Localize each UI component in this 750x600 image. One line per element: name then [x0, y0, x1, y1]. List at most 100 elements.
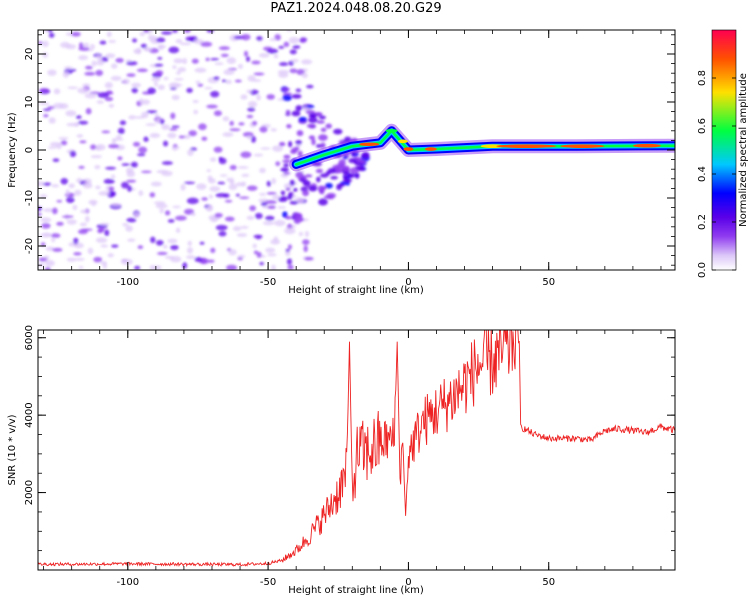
spectrogram-cell	[200, 41, 213, 47]
chart-title: PAZ1.2024.048.08.20.G29	[270, 1, 442, 16]
spectrogram-cell	[43, 208, 55, 213]
spectrogram-cell	[251, 120, 258, 126]
spectrogram-cell	[285, 216, 292, 220]
spectrogram-cell	[171, 83, 183, 87]
spectrogram-cell	[107, 253, 114, 258]
colorbar: 0.0 0.2 0.4 0.6 0.8 Normalized spectral ampl…	[697, 29, 749, 278]
spectrogram-cell	[218, 157, 227, 165]
spectrogram-cell	[79, 222, 88, 227]
spectrogram-cell	[240, 225, 249, 229]
spectrogram-cell	[219, 174, 228, 177]
spectrogram-cell	[266, 180, 272, 187]
spectrogram-cell	[130, 161, 138, 168]
spectrogram-cell	[126, 73, 136, 77]
spectrogram-cell	[259, 126, 268, 133]
spectrogram-cell	[213, 76, 220, 80]
spectrogram-cell	[52, 102, 65, 109]
spectrogram-cell	[229, 128, 241, 132]
spectrogram-cell	[240, 151, 252, 159]
spectrogram-cell	[47, 69, 57, 76]
spectrogram-cell	[149, 192, 156, 198]
spectrogram-cell	[151, 77, 161, 82]
spectrogram-cell	[295, 143, 302, 147]
spectrogram-cell	[63, 66, 73, 70]
spectrogram-cell	[283, 163, 290, 168]
spectrogram-cell	[253, 250, 258, 255]
spectrogram-cell	[98, 227, 105, 232]
spectrogram-cell	[106, 31, 112, 38]
y-tick-label: -20	[24, 238, 35, 254]
spectrogram-cell	[338, 159, 346, 166]
spectrogram-cell	[330, 176, 338, 180]
spectrogram-cell	[40, 242, 46, 247]
spectrogram-hotspot	[397, 139, 408, 144]
spectrogram-cell	[110, 174, 116, 179]
spectrogram-cell	[256, 94, 261, 101]
spectrogram-cell	[73, 237, 79, 245]
spectrogram-cell	[66, 219, 77, 225]
spectrogram-cell	[90, 43, 95, 50]
spectrogram-cell	[141, 111, 149, 119]
spectrogram-cell	[215, 224, 228, 231]
spectrogram-cell	[214, 213, 223, 218]
spectrogram-cell	[182, 262, 188, 269]
spectrogram-cell	[267, 253, 277, 257]
spectrogram-cell	[157, 84, 165, 91]
spectrogram-cell	[254, 212, 263, 220]
spectrogram-cell	[104, 82, 113, 89]
spectrogram-cell	[259, 261, 264, 266]
spectrogram-cell	[60, 178, 69, 185]
spectrogram-cell	[60, 140, 68, 146]
spectrogram-cell	[269, 37, 277, 42]
spectrogram-cell	[304, 174, 313, 178]
spectrogram-cell	[234, 79, 242, 83]
spectrogram-cell	[117, 156, 123, 161]
spectrogram-cell	[199, 241, 205, 245]
spectrogram-cell	[183, 208, 195, 215]
spectrogram-cell	[192, 99, 199, 104]
spectrogram-cell	[342, 170, 350, 175]
spectrogram-cell	[278, 45, 285, 49]
spectrogram-cell	[100, 244, 109, 248]
spectrogram-cell	[302, 239, 310, 246]
spectrogram-cell	[42, 108, 51, 111]
spectrogram-cell	[343, 174, 348, 181]
spectrogram-cell	[147, 87, 157, 95]
spectrogram-cell	[126, 179, 137, 183]
spectrogram-cell	[360, 152, 370, 159]
spectrogram-cell	[275, 161, 281, 167]
y-tick-label: 0	[24, 147, 35, 153]
colorbar-gradient	[711, 29, 737, 271]
spectrogram-cell	[320, 186, 327, 191]
spectrogram-cell	[91, 201, 96, 207]
spectrogram-x-ticks: -100 -50 0 50	[43, 30, 662, 288]
spectrogram-cell	[172, 205, 181, 209]
spectrogram-cell	[73, 252, 82, 256]
spectrogram-cell	[201, 136, 208, 141]
spectrogram-cell	[246, 114, 254, 119]
spectrogram-cell	[111, 63, 118, 69]
spectrogram-cell	[316, 120, 325, 124]
spectrogram-cell	[40, 232, 52, 238]
spectrogram-cell	[283, 154, 291, 159]
spectrogram-cell	[301, 72, 308, 79]
spectrogram-cell	[169, 87, 177, 90]
spectrogram-cell	[226, 264, 238, 270]
spectrogram-cell	[102, 262, 107, 269]
spectrogram-cell	[273, 54, 279, 59]
spectrogram-cell	[139, 31, 146, 37]
colorbar-tick-label: 0.6	[697, 118, 708, 134]
spectrogram-cell	[132, 38, 138, 43]
spectrogram-cell	[175, 215, 187, 221]
spectrogram-cell	[194, 67, 207, 73]
spectrogram-cell	[278, 197, 288, 202]
x-tick-label: -50	[260, 577, 276, 588]
spectrogram-cell	[271, 264, 276, 270]
spectrogram-cell	[141, 170, 152, 174]
spectrogram-cell	[185, 255, 196, 260]
spectrogram-cell	[125, 59, 132, 62]
spectrogram-cell	[318, 134, 328, 141]
spectrogram-cell	[271, 177, 277, 185]
spectrogram-cell	[308, 135, 315, 140]
spectrogram-cell	[131, 87, 138, 94]
